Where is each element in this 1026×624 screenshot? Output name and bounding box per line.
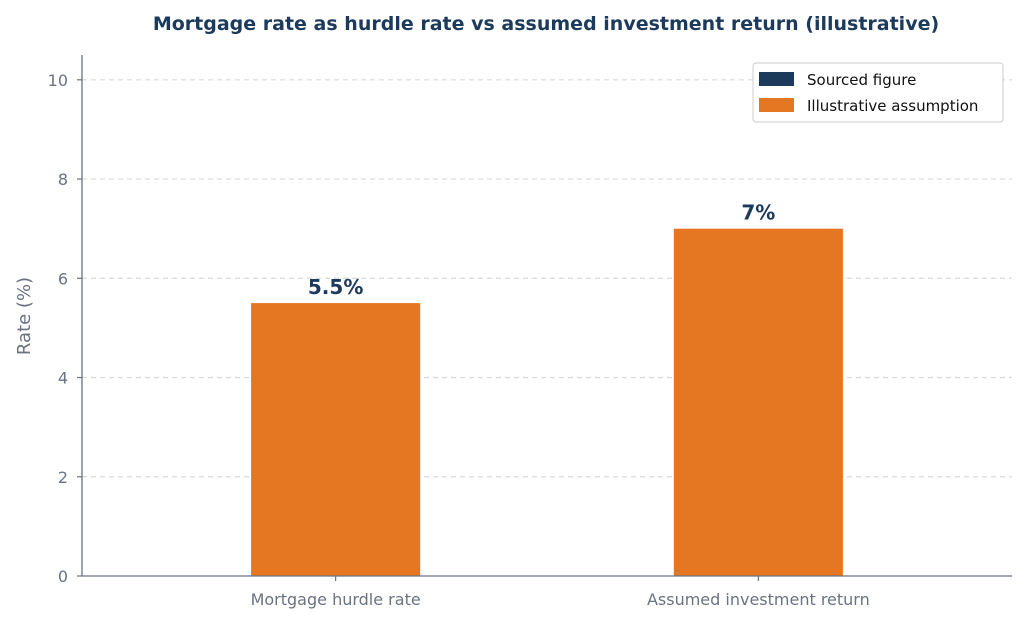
y-tick-label: 2 <box>58 468 68 487</box>
legend-label: Sourced figure <box>807 71 916 89</box>
y-tick-label: 6 <box>58 269 68 288</box>
bar <box>251 303 421 576</box>
gridlines <box>82 79 1012 478</box>
y-axis-label: Rate (%) <box>14 277 35 355</box>
bar <box>673 228 843 576</box>
legend-label: Illustrative assumption <box>807 97 978 115</box>
x-tick-label: Assumed investment return <box>647 590 870 609</box>
data-label: 5.5% <box>308 275 363 299</box>
bars <box>251 228 843 576</box>
y-tick-label: 10 <box>48 71 68 90</box>
legend-frame <box>752 62 1004 123</box>
data-labels: 5.5% 7% <box>308 201 775 299</box>
axes <box>81 55 1012 577</box>
chart-title: Mortgage rate as hurdle rate vs assumed … <box>153 13 939 35</box>
legend: Sourced figure Illustrative assumption <box>752 62 1004 123</box>
data-label: 7% <box>741 201 775 225</box>
legend-swatch <box>759 98 794 112</box>
y-tick-label: 0 <box>58 567 68 586</box>
legend-swatch <box>759 72 794 86</box>
y-ticks: 0 2 4 6 8 10 <box>48 71 82 586</box>
y-tick-label: 4 <box>58 369 68 388</box>
x-ticks: Mortgage hurdle rate Assumed investment r… <box>251 576 870 609</box>
y-tick-label: 8 <box>58 170 68 189</box>
x-tick-label: Mortgage hurdle rate <box>251 590 421 609</box>
